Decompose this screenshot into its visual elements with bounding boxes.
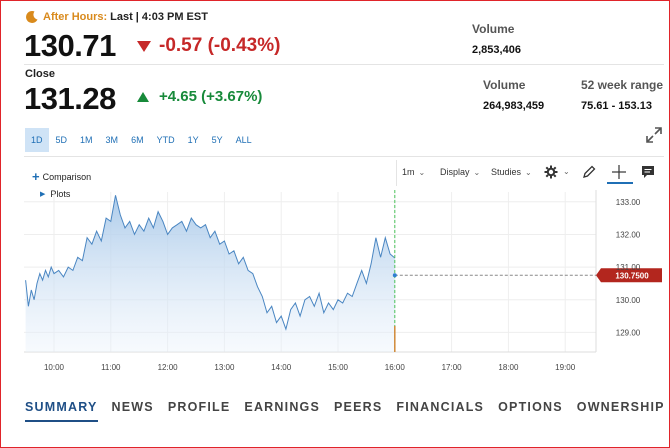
tab-summary[interactable]: SUMMARY (25, 400, 98, 422)
price-area (25, 195, 395, 352)
range-3m-button[interactable]: 3M (105, 135, 119, 145)
range-ytd-button[interactable]: YTD (156, 135, 175, 145)
tab-earnings[interactable]: EARNINGS (244, 400, 321, 414)
x-tick-label: 17:00 (442, 363, 463, 372)
comparison-label: Comparison (42, 171, 92, 182)
current-price-tag-label: 130.7500 (615, 271, 649, 280)
range-1y-button[interactable]: 1Y (187, 135, 199, 145)
crosshair-icon[interactable] (611, 164, 627, 180)
y-tick-label: 129.00 (616, 328, 641, 337)
x-tick-label: 10:00 (44, 363, 65, 372)
after-hours-row: After Hours: Last | 4:03 PM EST (25, 10, 208, 24)
chevron-down-icon: ⌄ (418, 167, 426, 177)
x-tick-label: 15:00 (328, 363, 349, 372)
week-range-value: 75.61 - 153.13 (581, 100, 652, 112)
expand-icon[interactable] (645, 126, 663, 144)
after-hours-last-label: Last (110, 11, 133, 23)
week-range-label: 52 week range (581, 78, 664, 92)
plots-toggle[interactable]: ▶ Plots (40, 189, 70, 199)
range-all-button[interactable]: ALL (235, 135, 252, 145)
tab-news[interactable]: NEWS (111, 400, 154, 414)
price-chart[interactable]: 130.7500 10:00 11:00 12:00 13:00 14:00 15:00 1… (24, 190, 664, 376)
x-tick-label: 14:00 (271, 363, 292, 372)
current-price-dot (392, 273, 397, 278)
tab-ownership[interactable]: OWNERSHIP (576, 400, 665, 414)
range-1d-button[interactable]: 1D (25, 128, 49, 152)
interval-dropdown[interactable]: 1m ⌄ (402, 167, 425, 177)
chevron-down-icon: ⌄ (473, 167, 481, 177)
tab-profile[interactable]: PROFILE (167, 400, 231, 414)
studies-label: Studies (491, 167, 522, 177)
after-hours-change-value: -0.57 (-0.43%) (159, 35, 281, 56)
comparison-button[interactable]: + Comparison (32, 169, 91, 184)
gear-chevron-icon[interactable]: ⌄ (563, 167, 570, 176)
after-hours-volume-value: 2,853,406 (472, 44, 521, 56)
y-tick-label: 130.00 (616, 296, 641, 305)
chevron-down-icon: ⌄ (525, 167, 532, 177)
display-dropdown[interactable]: Display ⌄ (440, 167, 480, 177)
pencil-icon[interactable] (581, 164, 597, 180)
down-arrow-icon (137, 40, 151, 52)
after-hours-volume-label: Volume (472, 22, 515, 36)
volume-value: 264,983,459 (483, 100, 545, 112)
after-hours-label: After Hours: (43, 11, 108, 23)
tab-peers[interactable]: PEERS (334, 400, 383, 414)
display-label: Display (440, 167, 470, 177)
interval-value: 1m (402, 167, 415, 177)
quote-divider (24, 64, 664, 65)
tab-financials[interactable]: FINANCIALS (396, 400, 485, 414)
crosshair-active-indicator (607, 182, 633, 184)
close-label: Close (25, 68, 55, 80)
x-tick-label: 11:00 (101, 363, 121, 372)
studies-dropdown[interactable]: Studies ⌄ (491, 167, 532, 177)
x-tick-label: 18:00 (498, 363, 519, 372)
close-change: +4.65 (+3.67%) (137, 88, 262, 105)
y-tick-label: 132.00 (616, 230, 641, 239)
after-hours-change: -0.57 (-0.43%) (137, 35, 280, 57)
y-tick-label: 131.00 (616, 263, 641, 272)
time-range-selector: 1D 5D 1M 3M 6M YTD 1Y 5Y ALL (25, 128, 259, 152)
x-tick-label: 16:00 (385, 363, 406, 372)
plots-label: Plots (50, 189, 71, 199)
y-tick-label: 133.00 (616, 198, 641, 207)
price-line (25, 195, 396, 331)
current-price-tag (596, 268, 662, 283)
caret-right-icon: ▶ (40, 191, 46, 198)
up-arrow-icon (137, 91, 149, 102)
range-5d-button[interactable]: 5D (55, 135, 68, 145)
after-hours-price: 130.71 (24, 28, 116, 63)
after-hours-time: | 4:03 PM EST (135, 11, 208, 23)
range-5y-button[interactable]: 5Y (211, 135, 223, 145)
close-change-value: +4.65 (+3.67%) (159, 88, 263, 105)
plus-icon: + (32, 169, 40, 184)
range-1m-button[interactable]: 1M (80, 135, 93, 145)
volume-label: Volume (483, 78, 526, 92)
x-tick-label: 19:00 (555, 363, 576, 372)
gear-icon[interactable] (543, 164, 559, 180)
comment-icon[interactable] (640, 164, 656, 180)
close-price: 131.28 (24, 81, 116, 116)
x-tick-label: 12:00 (158, 363, 179, 372)
toolbar-divider (396, 160, 397, 186)
quote-nav-tabs: SUMMARY NEWS PROFILE EARNINGS PEERS FINA… (25, 400, 670, 422)
range-6m-button[interactable]: 6M (131, 135, 144, 145)
tab-options[interactable]: OPTIONS (498, 400, 563, 414)
moon-icon (26, 10, 38, 23)
chart-top-border (24, 156, 664, 157)
x-tick-label: 13:00 (214, 363, 235, 372)
